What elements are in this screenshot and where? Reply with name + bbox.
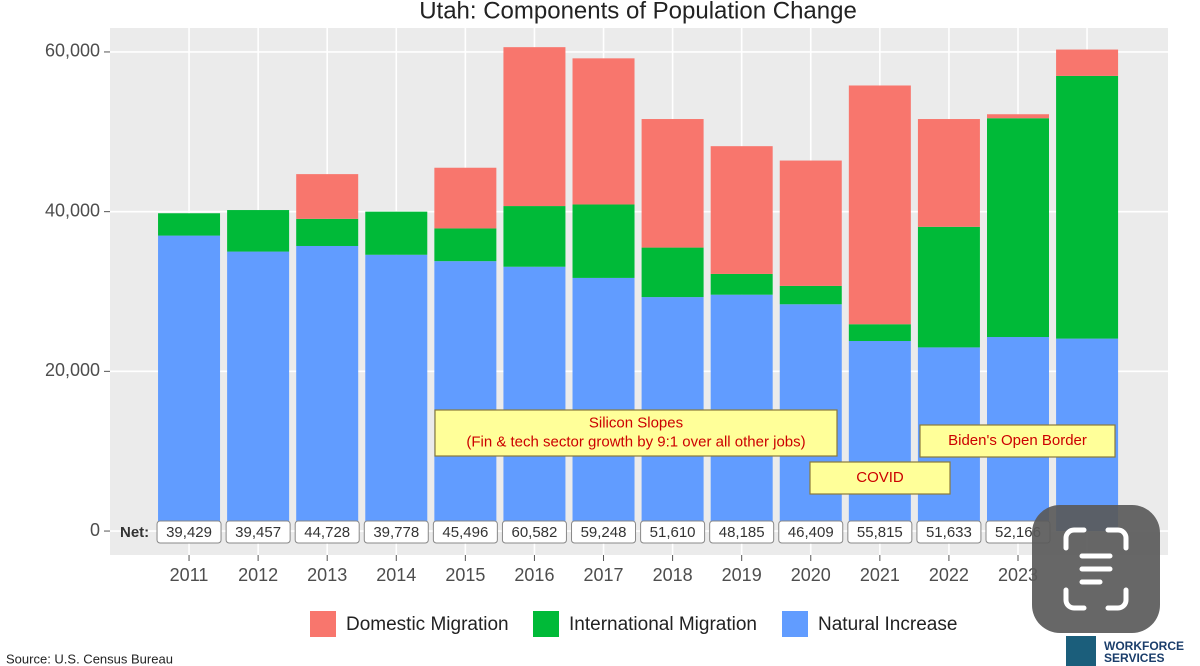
net-box <box>156 520 222 544</box>
bar-segment <box>848 341 911 532</box>
bar-segment <box>158 213 221 236</box>
bar-segment <box>365 254 428 532</box>
x-tick-label: 2023 <box>998 565 1038 585</box>
annotation-text: (Fin & tech sector growth by 9:1 over al… <box>466 433 805 450</box>
bar-segment <box>779 160 842 286</box>
net-label: 39,778 <box>373 524 419 541</box>
bar-segment <box>227 210 290 252</box>
net-box <box>432 520 498 544</box>
net-box <box>501 520 567 544</box>
net-title: Net: <box>120 524 149 541</box>
bar-segment <box>641 119 704 248</box>
legend-label: Domestic Migration <box>346 614 509 635</box>
bar-segment <box>917 119 980 227</box>
bar-segment <box>296 218 359 246</box>
bar-segment <box>365 211 428 255</box>
logo-text: WORKFORCE <box>1104 639 1184 653</box>
scan-glyph <box>1063 527 1129 611</box>
bar-segment <box>572 58 635 205</box>
logo-mark <box>1066 636 1096 666</box>
net-label: 46,409 <box>788 524 834 541</box>
bar-segment <box>503 266 566 532</box>
y-tick-label: 60,000 <box>45 41 100 61</box>
legend-swatch <box>310 611 336 637</box>
net-box <box>778 520 844 544</box>
bar-segment <box>434 167 497 229</box>
bar-segment <box>987 118 1049 338</box>
x-tick-label: 2013 <box>307 565 347 585</box>
net-label: 51,610 <box>650 524 696 541</box>
scan-icon[interactable] <box>1032 505 1160 633</box>
x-tick-label: 2018 <box>653 565 693 585</box>
legend-label: International Migration <box>569 614 757 635</box>
net-label: 55,815 <box>857 524 903 541</box>
x-tick-label: 2016 <box>514 565 554 585</box>
logo-text: SERVICES <box>1104 651 1164 665</box>
bar-segment <box>848 324 911 342</box>
bar-segment <box>434 261 497 532</box>
bar-segment <box>503 47 566 207</box>
net-label: 52,166 <box>995 524 1041 541</box>
net-label: 60,582 <box>511 524 557 541</box>
chart-title: Utah: Components of Population Change <box>419 0 857 24</box>
bar-segment <box>779 285 842 305</box>
net-label: 39,429 <box>166 524 212 541</box>
net-box <box>847 520 913 544</box>
net-label: 48,185 <box>719 524 765 541</box>
bar-segment <box>503 206 566 267</box>
net-box <box>363 520 429 544</box>
annotation-text: Biden's Open Border <box>948 432 1087 449</box>
net-box <box>225 520 291 544</box>
x-tick-label: 2011 <box>170 565 209 585</box>
x-tick-label: 2022 <box>929 565 969 585</box>
bar-segment <box>572 204 635 278</box>
bar-segment <box>1056 49 1119 76</box>
bar-segment <box>1056 75 1119 339</box>
bar-segment <box>572 277 635 532</box>
x-tick-label: 2020 <box>791 565 831 585</box>
net-box <box>709 520 775 544</box>
bar-segment <box>710 146 773 274</box>
annotation-box <box>434 409 838 457</box>
bar-segment <box>434 228 497 262</box>
legend-label: Natural Increase <box>818 614 957 635</box>
net-label: 45,496 <box>442 524 488 541</box>
x-tick-label: 2015 <box>445 565 485 585</box>
bar-segment <box>641 247 704 298</box>
legend-swatch <box>782 611 808 637</box>
y-tick-label: 20,000 <box>45 360 100 380</box>
x-tick-label: 2012 <box>238 565 278 585</box>
bar-segment <box>296 245 359 532</box>
bar-segment <box>227 251 290 532</box>
net-box <box>916 520 982 544</box>
net-label: 44,728 <box>304 524 350 541</box>
bar-segment <box>710 273 773 295</box>
x-tick-label: 2021 <box>860 565 900 585</box>
bar-segment <box>848 85 911 325</box>
net-box <box>571 520 637 544</box>
bar-segment <box>158 235 221 532</box>
net-label: 59,248 <box>581 524 627 541</box>
net-label: 39,457 <box>235 524 281 541</box>
annotation-box <box>809 461 951 495</box>
logo: WORKFORCE SERVICES <box>1066 636 1184 666</box>
legend-swatch <box>533 611 559 637</box>
bar-segment <box>987 114 1049 119</box>
bar-segment <box>296 174 359 219</box>
source: Source: U.S. Census Bureau <box>6 651 173 666</box>
x-tick-label: 2014 <box>376 565 416 585</box>
net-box <box>640 520 706 544</box>
annotation-text: Silicon Slopes <box>589 414 683 431</box>
annotation-box <box>919 424 1116 458</box>
y-tick-label: 40,000 <box>45 200 100 220</box>
y-tick-label: 0 <box>90 520 100 540</box>
annotation-text: COVID <box>856 469 904 486</box>
bar-segment <box>917 226 980 348</box>
x-tick-label: 2017 <box>583 565 623 585</box>
x-tick-label: 2019 <box>722 565 762 585</box>
net-box <box>294 520 360 544</box>
net-label: 51,633 <box>926 524 972 541</box>
